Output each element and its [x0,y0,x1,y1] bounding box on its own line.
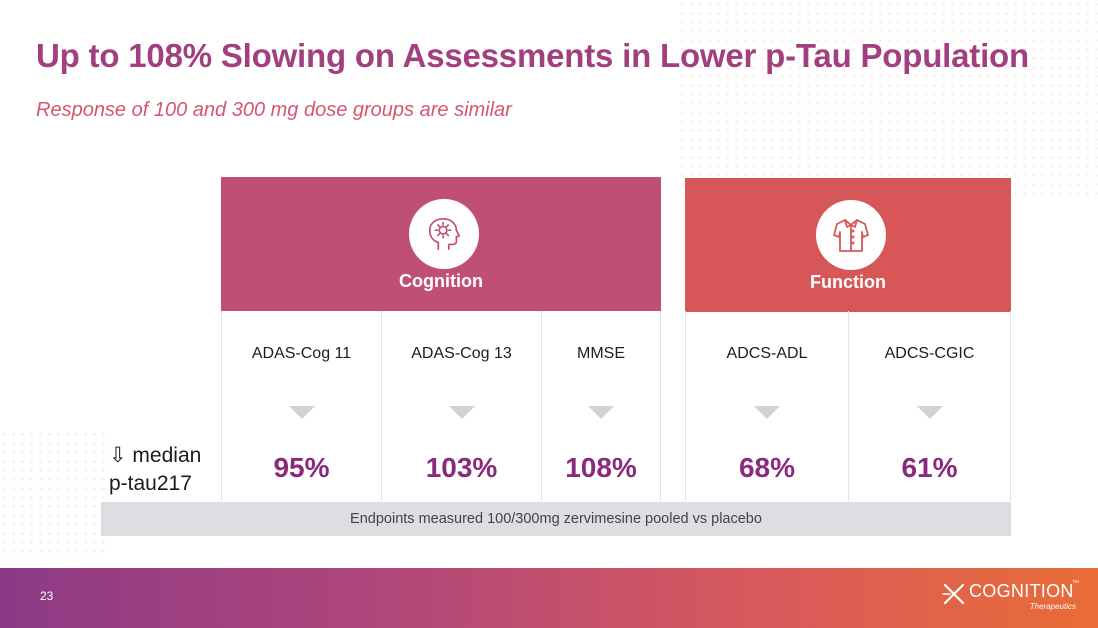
page-subtitle: Response of 100 and 300 mg dose groups a… [36,99,512,121]
down-triangle-icon [588,406,614,419]
metric-column-adas-cog-11: ADAS-Cog 11 95% [221,311,382,501]
shirt-icon [816,200,886,270]
cognition-header: Cognition [221,177,661,311]
cognition-label: Cognition [399,271,483,291]
brain-gear-icon [409,199,479,269]
row-label-line-2: p-tau217 [109,472,192,495]
logo-subtext: Therapeutics [1029,602,1076,611]
logo-x-icon [942,583,965,605]
page-number: 23 [40,589,54,603]
metric-value: 108% [565,452,637,483]
metric-name: ADAS-Cog 13 [411,345,512,362]
metric-column-adcs-cgic: ADCS-CGIC 61% [848,311,1011,501]
logo-text: COGNITION [969,581,1074,601]
down-triangle-icon [754,406,780,419]
metric-name: ADAS-Cog 11 [251,345,352,362]
page-title: Up to 108% Slowing on Assessments in Low… [36,37,1029,74]
logo-trademark: ™ [1072,580,1079,587]
metric-column-adcs-adl: ADCS-ADL 68% [685,311,849,501]
metric-value: 68% [738,452,796,483]
function-header: Function [685,178,1011,312]
footer-bar: 23 COGNITION ™ Therapeutics [0,568,1098,628]
down-triangle-icon [288,406,315,419]
metric-name: ADCS-CGIC [884,345,975,362]
metric-value: 95% [273,452,330,483]
row-label: ⇩ median p-tau217 [109,442,201,498]
down-triangle-icon [916,406,943,419]
down-triangle-icon [448,406,475,419]
metric-column-mmse: MMSE 108% [541,311,661,501]
row-label-line-1: ⇩ median [109,444,202,467]
metric-value: 103% [425,452,498,483]
function-label: Function [810,272,886,292]
company-logo: COGNITION ™ Therapeutics [942,580,1082,614]
metric-name: MMSE [577,345,625,362]
footnote-bar: Endpoints measured 100/300mg zervimesine… [101,502,1011,536]
metric-column-adas-cog-13: ADAS-Cog 13 103% [381,311,542,501]
metric-name: ADCS-ADL [726,345,808,362]
decorative-dot-pattern-left [0,430,110,560]
metric-value: 61% [901,452,958,483]
decorative-dot-pattern [678,0,1098,200]
